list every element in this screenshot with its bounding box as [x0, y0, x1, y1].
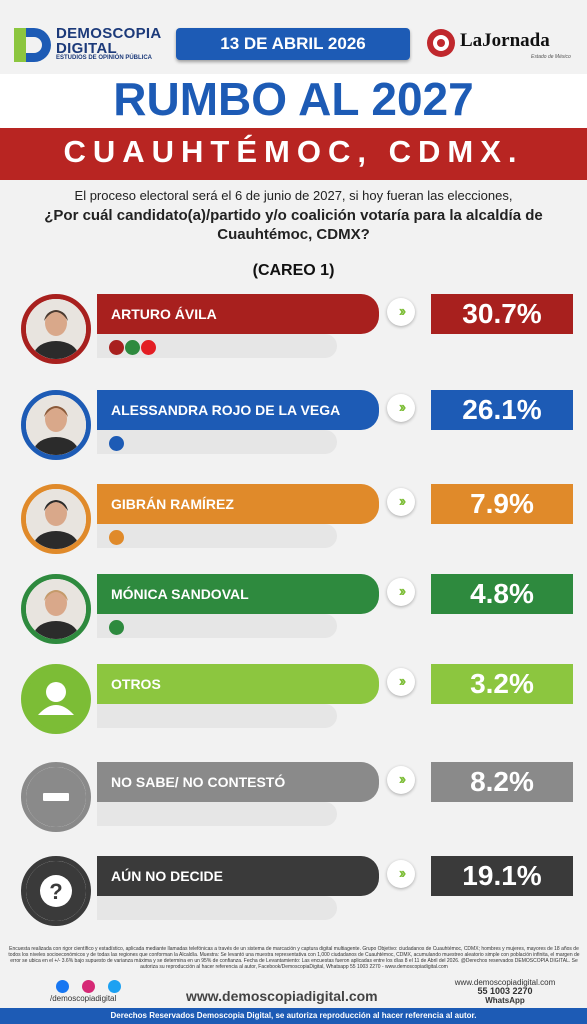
methodology-note: Encuesta realizada con rigor científico … — [8, 946, 580, 970]
candidate-bar: OTROS — [97, 664, 379, 704]
party-strip — [97, 802, 337, 826]
contact-site[interactable]: www.demoscopiadigital.com — [454, 978, 556, 987]
question-icon-graphic: ? — [26, 861, 86, 921]
candidate-name: ALESSANDRA ROJO DE LA VEGA — [111, 402, 341, 418]
result-row: ARTURO ÁVILA ›› 30.7% — [0, 290, 587, 376]
party-logo-icon — [125, 340, 140, 355]
candidate-name: AÚN NO DECIDE — [111, 868, 224, 884]
percentage-value: 4.8% — [431, 574, 573, 614]
candidate-photo — [21, 390, 91, 460]
double-chevron-icon: ›› — [387, 766, 415, 794]
question-intro: El proceso electoral será el 6 de junio … — [74, 188, 513, 203]
demoscopia-logo-icon — [14, 28, 51, 62]
percentage-value: 8.2% — [431, 762, 573, 802]
la-jornada-tagline: Estado de México — [531, 54, 571, 60]
percentage-value: 19.1% — [431, 856, 573, 896]
demoscopia-tagline: ESTUDIOS DE OPINIÓN PÚBLICA — [56, 55, 153, 61]
party-logo-icon — [109, 530, 124, 545]
minus-icon — [21, 762, 91, 832]
candidate-photo — [21, 574, 91, 644]
result-row: MÓNICA SANDOVAL ›› 4.8% — [0, 570, 587, 656]
party-strip — [97, 334, 337, 358]
candidate-photo-graphic — [26, 579, 86, 639]
candidate-name: MÓNICA SANDOVAL — [111, 586, 249, 602]
candidate-bar: ARTURO ÁVILA — [97, 294, 379, 334]
party-logo-icon — [109, 620, 124, 635]
contact-phone-label: WhatsApp — [485, 996, 525, 1005]
party-logo-icon — [109, 436, 124, 451]
percentage-value: 26.1% — [431, 390, 573, 430]
party-strip — [97, 896, 337, 920]
minus-icon-graphic — [26, 767, 86, 827]
percentage-value: 7.9% — [431, 484, 573, 524]
candidate-photo-graphic — [26, 395, 86, 455]
social-handle: /demoscopiadigital — [50, 994, 117, 1003]
user-icon-graphic — [26, 669, 86, 729]
result-row: NO SABE/ NO CONTESTÓ ›› 8.2% — [0, 758, 587, 844]
social-icons — [56, 980, 126, 994]
question-text: ¿Por cuál candidato(a)/partido y/o coali… — [44, 207, 543, 243]
percentage-value: 30.7% — [431, 294, 573, 334]
result-row: ALESSANDRA ROJO DE LA VEGA ›› 26.1% — [0, 386, 587, 472]
candidate-photo — [21, 484, 91, 554]
chart-title: (CAREO 1) — [252, 262, 335, 279]
candidate-photo — [21, 294, 91, 364]
party-strip — [97, 430, 337, 454]
party-logo-icon — [109, 340, 124, 355]
candidate-photo-graphic — [26, 489, 86, 549]
candidate-bar: AÚN NO DECIDE — [97, 856, 379, 896]
candidate-name: ARTURO ÁVILA — [111, 306, 217, 322]
candidate-bar: NO SABE/ NO CONTESTÓ — [97, 762, 379, 802]
double-chevron-icon: ›› — [387, 298, 415, 326]
candidate-name: GIBRÁN RAMÍREZ — [111, 496, 234, 512]
svg-text:?: ? — [49, 879, 62, 904]
result-row: OTROS ›› 3.2% — [0, 660, 587, 746]
la-jornada-emblem-icon — [427, 29, 455, 57]
facebook-icon[interactable] — [56, 980, 69, 993]
double-chevron-icon: ›› — [387, 668, 415, 696]
result-row: ? AÚN NO DECIDE ›› 19.1% — [0, 852, 587, 938]
double-chevron-icon: ›› — [387, 394, 415, 422]
demoscopia-name: DEMOSCOPIA DIGITAL — [56, 25, 161, 57]
contact-phone: 55 1003 2270 — [477, 986, 533, 996]
party-strip — [97, 704, 337, 728]
party-strip — [97, 614, 337, 638]
la-jornada-name: LaJornada — [460, 30, 550, 51]
main-title: RUMBO AL 2027 — [113, 73, 474, 125]
title-card — [0, 74, 587, 132]
twitter-icon[interactable] — [108, 980, 121, 993]
percentage-value: 3.2% — [431, 664, 573, 704]
candidate-name: OTROS — [111, 676, 161, 692]
candidate-photo-graphic — [26, 299, 86, 359]
rights-band: Derechos Reservados Demoscopia Digital, … — [0, 1008, 587, 1024]
demoscopia-logo: DEMOSCOPIA DIGITAL ESTUDIOS DE OPINIÓN P… — [14, 26, 204, 66]
double-chevron-icon: ›› — [387, 578, 415, 606]
subtitle: CUAUHTÉMOC, CDMX. — [63, 134, 524, 169]
website-link[interactable]: www.demoscopiadigital.com — [186, 988, 378, 1004]
result-row: GIBRÁN RAMÍREZ ›› 7.9% — [0, 480, 587, 566]
party-logo-icon — [141, 340, 156, 355]
candidate-bar: MÓNICA SANDOVAL — [97, 574, 379, 614]
candidate-name: NO SABE/ NO CONTESTÓ — [111, 774, 286, 790]
contact-block: www.demoscopiadigital.com 55 1003 2270 W… — [430, 978, 580, 1005]
user-icon — [21, 664, 91, 734]
date-badge: 13 DE ABRIL 2026 — [176, 28, 410, 60]
instagram-icon[interactable] — [82, 980, 95, 993]
la-jornada-logo: LaJornada Estado de México — [426, 28, 576, 62]
candidate-bar: ALESSANDRA ROJO DE LA VEGA — [97, 390, 379, 430]
candidate-bar: GIBRÁN RAMÍREZ — [97, 484, 379, 524]
subtitle-band — [0, 128, 587, 180]
party-strip — [97, 524, 337, 548]
double-chevron-icon: ›› — [387, 860, 415, 888]
double-chevron-icon: ›› — [387, 488, 415, 516]
question-icon: ? — [21, 856, 91, 926]
